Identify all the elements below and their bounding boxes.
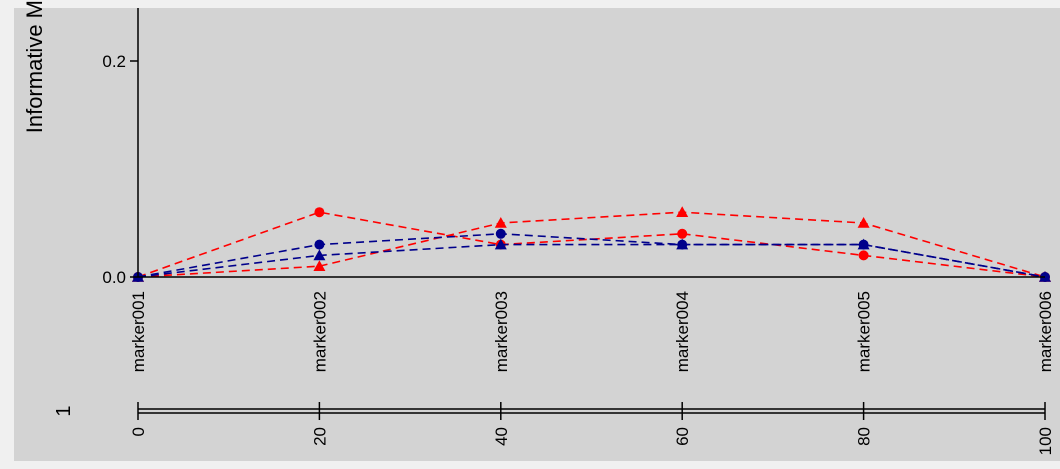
y-tick-label: 0.0: [102, 268, 126, 287]
marker-label: marker002: [310, 291, 329, 372]
data-point-circle: [677, 228, 688, 239]
data-point-triangle: [676, 238, 689, 250]
marker-label: marker004: [673, 291, 692, 372]
series-line: [137, 243, 1046, 278]
data-point-triangle: [494, 217, 507, 228]
marker-label: marker003: [492, 291, 511, 372]
x-tick-label: 60: [673, 427, 692, 446]
data-point-triangle: [313, 249, 326, 261]
axis-layer: 0.0 0.2 marker001 marker002 marker003 marker0…: [102, 8, 1055, 455]
data-point-triangle: [313, 260, 326, 271]
data-point-triangle: [676, 206, 689, 217]
marker-label: marker001: [129, 291, 148, 372]
chromosome-label: 1: [53, 405, 75, 416]
x-tick-label: 40: [492, 427, 511, 446]
data-point-circle: [495, 228, 506, 239]
y-axis-label: Informative M: [22, 0, 47, 133]
x-tick-label: 80: [855, 427, 874, 446]
data-point-circle: [314, 239, 325, 250]
data-point-circle: [314, 207, 325, 218]
data-point-triangle: [857, 238, 870, 250]
plot-panel: [14, 8, 1060, 461]
y-tick-label: 0.2: [102, 52, 126, 71]
series-line: [137, 211, 1046, 278]
data-point-triangle: [857, 217, 870, 228]
x-tick-label: 20: [310, 427, 329, 446]
plot-layer: [132, 206, 1051, 282]
marker-label: marker005: [855, 291, 874, 372]
x-tick-label: 0: [129, 427, 148, 436]
marker-label: marker006: [1036, 291, 1055, 372]
series-line: [137, 211, 1046, 278]
data-point-triangle: [494, 238, 507, 250]
data-point-circle: [858, 250, 869, 261]
x-tick-label: 100: [1036, 427, 1055, 455]
